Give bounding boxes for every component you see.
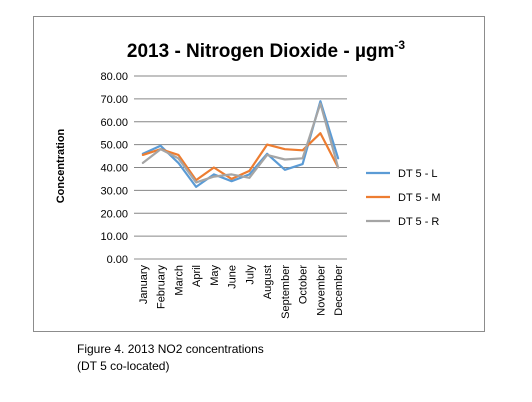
x-tick-label: March — [173, 265, 185, 296]
legend-label: DT 5 - L — [398, 168, 438, 180]
series-line — [141, 100, 340, 188]
chart-title-main: 2013 - Nitrogen Dioxide - µgm — [127, 41, 395, 62]
x-tick-label: April — [191, 265, 203, 287]
series-line — [141, 102, 340, 184]
y-tick-label: 20.00 — [100, 208, 128, 220]
y-tick-label: 50.00 — [100, 140, 128, 152]
chart-title-superscript: -3 — [394, 38, 405, 52]
y-tick-label: 10.00 — [100, 231, 128, 243]
x-tick-label: February — [156, 265, 168, 310]
figure-caption: Figure 4. 2013 NO2 concentrations (DT 5 … — [77, 341, 264, 375]
x-tick-label: September — [280, 265, 292, 319]
x-tick-label: December — [333, 265, 345, 316]
legend-label: DT 5 - R — [398, 216, 439, 228]
x-tick-label: November — [315, 265, 327, 316]
y-tick-label: 80.00 — [100, 71, 128, 83]
y-tick-label: 0.00 — [107, 254, 128, 266]
x-tick-label: July — [244, 265, 256, 285]
x-tick-label: May — [209, 265, 221, 286]
x-tick-label: August — [262, 265, 274, 299]
y-tick-label: 70.00 — [100, 94, 128, 106]
chart-frame: 2013 - Nitrogen Dioxide - µgm-3 Concentr… — [33, 16, 485, 332]
x-tick-label: June — [227, 265, 239, 289]
legend-label: DT 5 - M — [398, 192, 441, 204]
y-tick-label: 60.00 — [100, 117, 128, 129]
caption-line-1: Figure 4. 2013 NO2 concentrations — [77, 342, 264, 356]
caption-line-2: (DT 5 co-located) — [77, 359, 170, 373]
x-tick-label: October — [298, 265, 310, 304]
line-chart: 2013 - Nitrogen Dioxide - µgm-3 Concentr… — [55, 38, 441, 319]
y-tick-label: 30.00 — [100, 185, 128, 197]
y-axis-label: Concentration — [55, 128, 67, 203]
y-tick-label: 40.00 — [100, 163, 128, 175]
x-tick-label: January — [138, 265, 150, 305]
chart-title: 2013 - Nitrogen Dioxide - µgm-3 — [127, 38, 405, 62]
